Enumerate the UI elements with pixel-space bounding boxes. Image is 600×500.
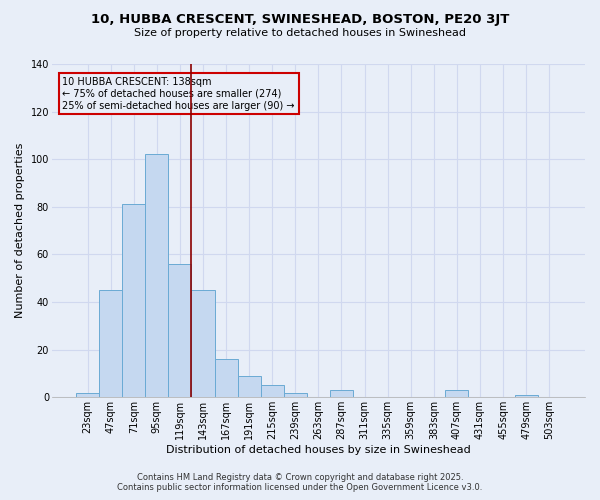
Bar bbox=[215, 359, 238, 398]
Y-axis label: Number of detached properties: Number of detached properties bbox=[15, 143, 25, 318]
Bar bbox=[238, 376, 261, 398]
Text: Size of property relative to detached houses in Swineshead: Size of property relative to detached ho… bbox=[134, 28, 466, 38]
Bar bbox=[122, 204, 145, 398]
Text: 10 HUBBA CRESCENT: 138sqm
← 75% of detached houses are smaller (274)
25% of semi: 10 HUBBA CRESCENT: 138sqm ← 75% of detac… bbox=[62, 78, 295, 110]
Text: 10, HUBBA CRESCENT, SWINESHEAD, BOSTON, PE20 3JT: 10, HUBBA CRESCENT, SWINESHEAD, BOSTON, … bbox=[91, 12, 509, 26]
X-axis label: Distribution of detached houses by size in Swineshead: Distribution of detached houses by size … bbox=[166, 445, 471, 455]
Bar bbox=[284, 392, 307, 398]
Bar bbox=[515, 395, 538, 398]
Bar bbox=[169, 264, 191, 398]
Bar bbox=[445, 390, 469, 398]
Bar bbox=[261, 386, 284, 398]
Bar bbox=[191, 290, 215, 398]
Bar bbox=[145, 154, 169, 398]
Bar bbox=[76, 392, 99, 398]
Bar bbox=[99, 290, 122, 398]
Bar bbox=[330, 390, 353, 398]
Text: Contains HM Land Registry data © Crown copyright and database right 2025.
Contai: Contains HM Land Registry data © Crown c… bbox=[118, 473, 482, 492]
